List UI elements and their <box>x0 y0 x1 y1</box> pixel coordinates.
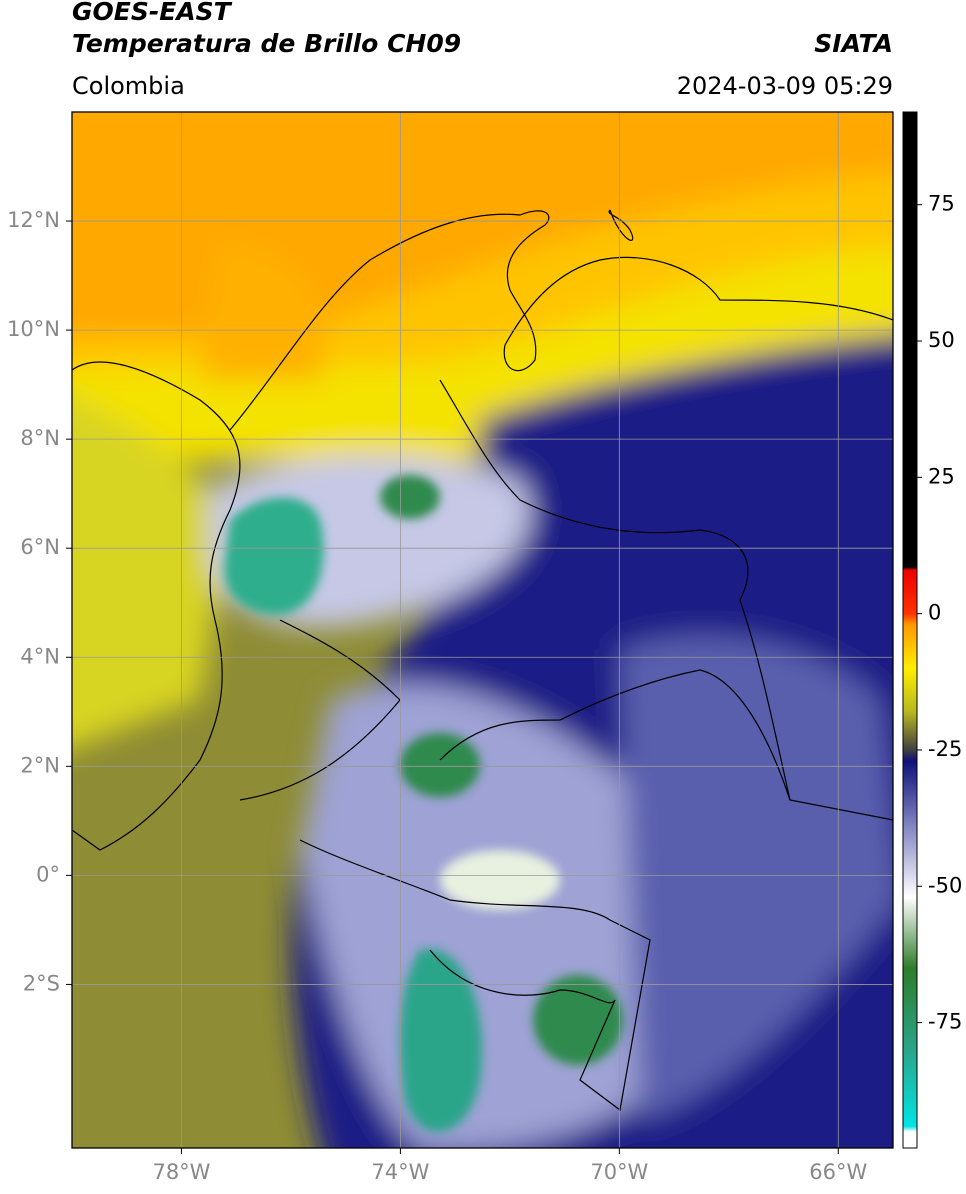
colorbar-tick-label: 25 <box>928 464 955 488</box>
x-tick-label: 70°W <box>590 1160 648 1184</box>
colorbar <box>902 111 918 1149</box>
colorbar-tick-label: -50 <box>928 873 962 897</box>
y-tick-label: 10°N <box>7 317 60 341</box>
x-tick-label: 66°W <box>809 1160 867 1184</box>
region: Colombia <box>72 72 185 100</box>
y-tick-label: 0° <box>36 862 60 886</box>
source: SIATA <box>814 29 893 58</box>
grid <box>72 112 893 1148</box>
colorbar-tick-label: 50 <box>928 328 955 352</box>
datetime: 2024-03-09 05:29 <box>677 72 893 100</box>
colorbar-tick-label: 0 <box>928 601 941 625</box>
y-tick-label: 8°N <box>20 426 60 450</box>
colorbar-tick-label: -25 <box>928 737 962 761</box>
map-frame <box>71 111 894 1149</box>
y-tick-label: 2°N <box>20 753 60 777</box>
x-tick-label: 74°W <box>371 1160 429 1184</box>
y-tick-label: 6°N <box>20 535 60 559</box>
x-tick-label: 78°W <box>152 1160 210 1184</box>
borders <box>72 209 893 1112</box>
subtitle: Temperatura de Brillo CH09 <box>72 29 461 58</box>
y-tick-label: 4°N <box>20 644 60 668</box>
title: GOES-EAST <box>72 0 233 26</box>
y-tick-label: 2°S <box>23 971 60 995</box>
satellite-image <box>72 112 893 1148</box>
colorbar-tick-label: 75 <box>928 192 955 216</box>
y-tick-label: 12°N <box>7 208 60 232</box>
colorbar-tick-label: -75 <box>928 1010 962 1034</box>
